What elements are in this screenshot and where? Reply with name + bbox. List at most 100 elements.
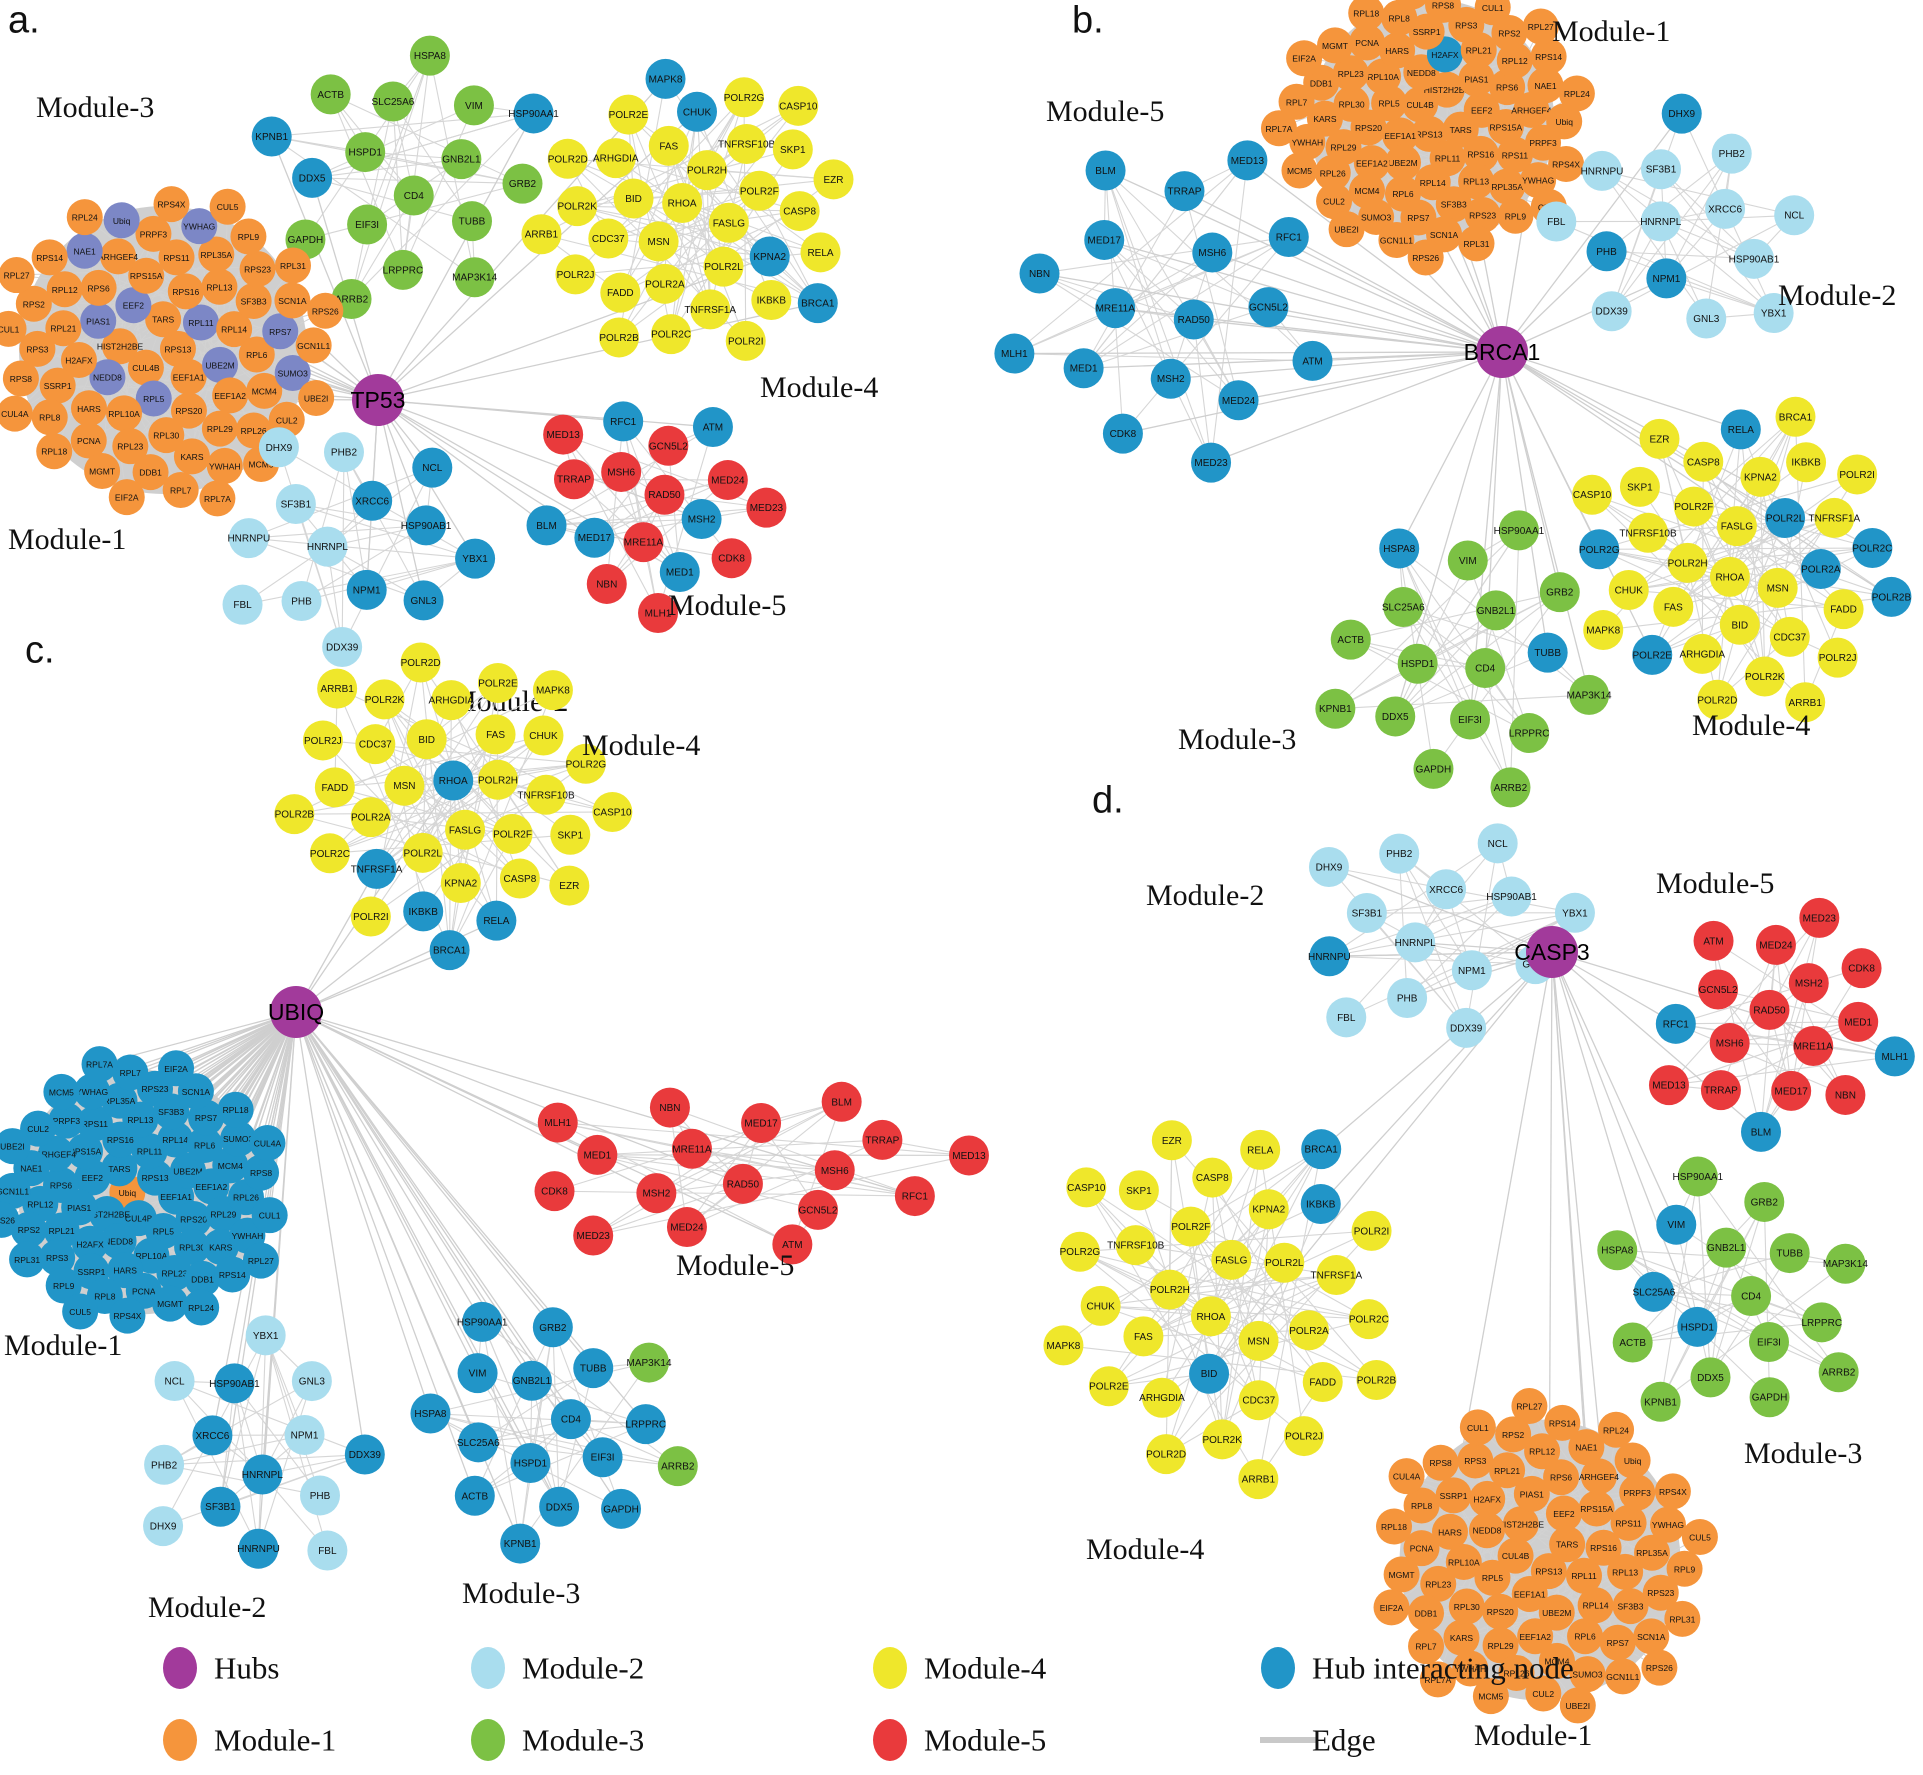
node-circle: [1474, 1559, 1511, 1596]
node-label: PCNA: [77, 436, 101, 446]
node-POLR2G: POLR2G: [1060, 1231, 1100, 1272]
node-circle: [1316, 1255, 1357, 1296]
node-RPL6: RPL6: [238, 336, 275, 373]
node-RPS8: RPS8: [243, 1154, 280, 1191]
node-MCM5: MCM5: [1472, 1678, 1509, 1715]
node-MED1: MED1: [1063, 348, 1104, 389]
node-circle: [135, 215, 172, 252]
node-FAS: FAS: [475, 714, 516, 755]
node-MLH1: MLH1: [638, 593, 679, 634]
node-MCM5: MCM5: [1281, 152, 1318, 189]
node-circle: [1348, 0, 1385, 32]
node-label: CUL4A: [254, 1138, 282, 1148]
node-label: SKP1: [558, 830, 584, 841]
edge: [1170, 351, 1503, 380]
node-circle: [1640, 201, 1681, 242]
node-GCN5L2: GCN5L2: [1248, 287, 1289, 328]
node-circle: [1545, 1495, 1582, 1532]
node-FBL: FBL: [1536, 201, 1577, 242]
node-circle: [1482, 1593, 1519, 1630]
node-MSN: MSN: [384, 765, 425, 806]
node-circle: [1446, 1007, 1487, 1048]
node-circle: [1569, 1656, 1606, 1693]
node-TARS: TARS: [1549, 1526, 1586, 1563]
node-GAPDH: GAPDH: [601, 1488, 642, 1529]
edge: [1320, 951, 1553, 1150]
edge: [257, 1380, 313, 1549]
edge: [330, 93, 523, 185]
node-label: HSPA8: [1383, 544, 1415, 555]
node-label: POLR2C: [310, 849, 350, 860]
node-label: HARS: [1385, 46, 1409, 56]
edge: [377, 399, 425, 601]
node-RPL24: RPL24: [183, 1289, 220, 1326]
node-label: MCM5: [1287, 166, 1312, 176]
node-label: RPL26: [241, 426, 267, 436]
node-GNB2L1: GNB2L1: [511, 1360, 552, 1401]
edge: [1484, 667, 1512, 788]
node-circle: [181, 208, 218, 245]
node-SF3B1: SF3B1: [1346, 893, 1387, 934]
node-label: DHX9: [150, 1522, 177, 1533]
node-HSP90AB1: HSP90AB1: [401, 505, 452, 546]
node-circle: [1740, 1111, 1781, 1152]
module-label-c-module-3: Module-3: [462, 1577, 580, 1610]
node-label: MED24: [1759, 940, 1793, 951]
node-TUBB: TUBB: [1527, 632, 1568, 673]
edge: [1103, 239, 1172, 379]
node-RPL7: RPL7: [162, 471, 199, 508]
edge: [351, 113, 534, 300]
node-label: EIF3I: [591, 1453, 615, 1464]
node-label: NAE1: [1575, 1443, 1597, 1453]
node-label: GCN1L1: [297, 341, 330, 351]
node-label: RPS23: [1469, 211, 1496, 221]
node-label: NPM1: [1652, 274, 1680, 285]
node-circle: [1487, 108, 1524, 145]
legend-swatch: [471, 1647, 505, 1689]
node-label: HSP90AB1: [401, 521, 452, 532]
hub-label: UBIQ: [268, 999, 324, 1025]
edge: [1465, 843, 1499, 1028]
node-ARHGDIA: ARHGDIA: [1679, 633, 1725, 674]
node-RPL29: RPL29: [201, 410, 238, 447]
node-label: FADD: [607, 288, 634, 299]
node-GRB2: GRB2: [1539, 572, 1580, 613]
node-circle: [751, 279, 792, 320]
node-label: ARHGEF4: [98, 252, 138, 262]
node-circle: [101, 1082, 138, 1119]
node-circle: [582, 1437, 623, 1478]
node-POLR2J: POLR2J: [302, 720, 343, 761]
node-circle: [198, 236, 235, 273]
node-circle: [814, 1150, 855, 1191]
node-circle: [441, 139, 482, 180]
node-label: RPL10A: [1448, 1558, 1480, 1568]
node-label: RPL11: [188, 318, 214, 328]
node-label: GNB2L1: [1477, 606, 1516, 617]
module-label-c-module-1: Module-1: [4, 1329, 122, 1362]
node-label: RAD50: [1178, 315, 1211, 326]
edge: [1039, 236, 1289, 275]
node-label: MCM4: [1355, 186, 1380, 196]
node-label: GRB2: [1751, 1197, 1779, 1208]
node-MED23: MED23: [746, 487, 787, 528]
edge: [557, 1122, 693, 1150]
edge: [295, 503, 343, 648]
node-label: PHB: [310, 1491, 331, 1502]
node-POLR2A: POLR2A: [1288, 1310, 1329, 1351]
node-label: MCM5: [49, 1087, 74, 1097]
node-CDK8: CDK8: [1841, 948, 1882, 989]
edge: [1328, 866, 1553, 953]
node-EEF1A2: EEF1A2: [1517, 1618, 1554, 1655]
node-circle: [222, 584, 263, 625]
node-label: CUL5: [1689, 1532, 1711, 1542]
node-label: SF3B1: [1646, 165, 1677, 176]
panel-d: d.HNRNPLXRCC6NPM1SF3B1HSP90AB1PHBPHB2GNL…: [1043, 779, 1915, 1752]
node-circle: [274, 282, 311, 319]
node-RPS16: RPS16: [1585, 1529, 1622, 1566]
node-SCN1A: SCN1A: [1633, 1618, 1670, 1655]
node-circle: [251, 1197, 288, 1234]
node-ARHGEF4: ARHGEF4: [98, 238, 138, 275]
node-circle: [251, 116, 292, 157]
node-label: RPL7: [1415, 1642, 1437, 1652]
node-RPL35A: RPL35A: [198, 236, 235, 273]
